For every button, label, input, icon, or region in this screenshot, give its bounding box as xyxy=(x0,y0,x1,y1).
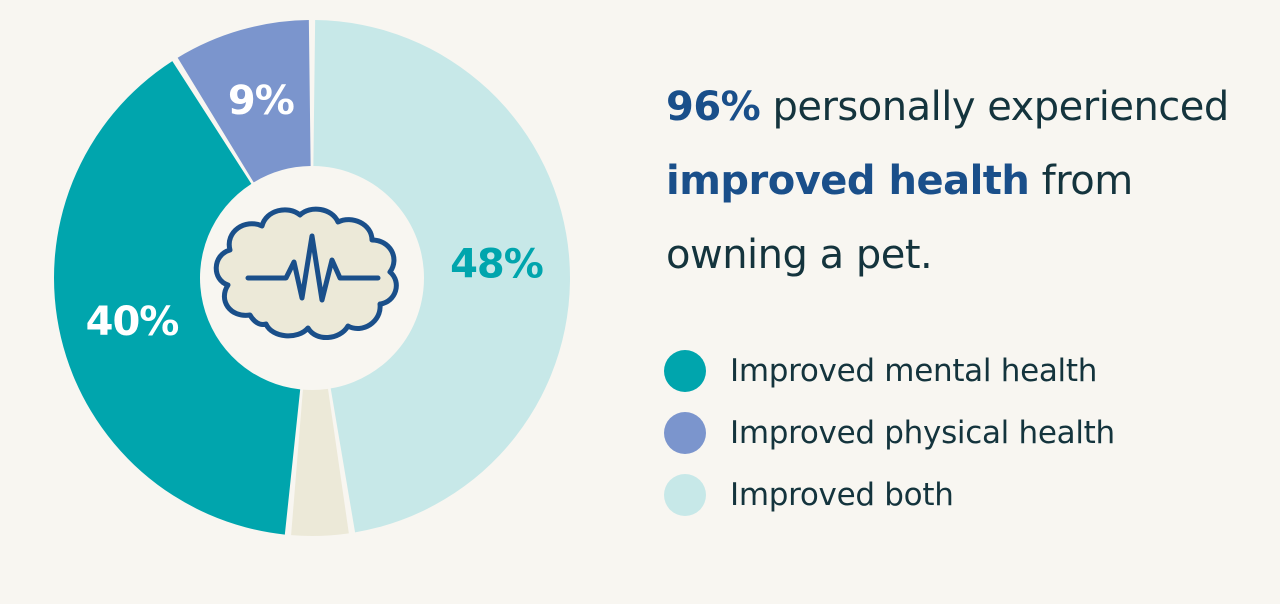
donut-slice-3 xyxy=(177,20,311,183)
headline-text-3: owning a pet. xyxy=(666,232,933,278)
headline-text-1: personally experienced xyxy=(772,84,1229,130)
legend-label: Improved both xyxy=(730,477,954,513)
legend-label: Improved physical health xyxy=(730,415,1115,451)
legend-swatch xyxy=(664,474,706,516)
slice-label-3: 9% xyxy=(228,78,294,124)
donut-svg: 48% 40% 9% xyxy=(54,20,570,536)
donut-chart: 48% 40% 9% xyxy=(40,0,580,560)
legend-item: Improved physical health xyxy=(664,402,1115,464)
headline-percent: 96% xyxy=(666,84,761,130)
legend: Improved mental health Improved physical … xyxy=(664,340,1115,526)
legend-label: Improved mental health xyxy=(730,353,1098,389)
donut-slice-2 xyxy=(54,61,301,535)
slice-label-0: 48% xyxy=(450,242,543,288)
headline-highlight: improved health xyxy=(666,158,1030,204)
headline: 96% personally experienced improved heal… xyxy=(666,70,1266,292)
cloud-heartbeat-icon xyxy=(213,206,399,340)
legend-swatch xyxy=(664,350,706,392)
legend-item: Improved both xyxy=(664,464,1115,526)
donut-slice-1 xyxy=(291,388,349,536)
legend-item: Improved mental health xyxy=(664,340,1115,402)
legend-swatch xyxy=(664,412,706,454)
headline-text-2: from xyxy=(1041,158,1134,204)
donut-slice-0 xyxy=(313,20,570,533)
slice-label-2: 40% xyxy=(86,299,179,345)
